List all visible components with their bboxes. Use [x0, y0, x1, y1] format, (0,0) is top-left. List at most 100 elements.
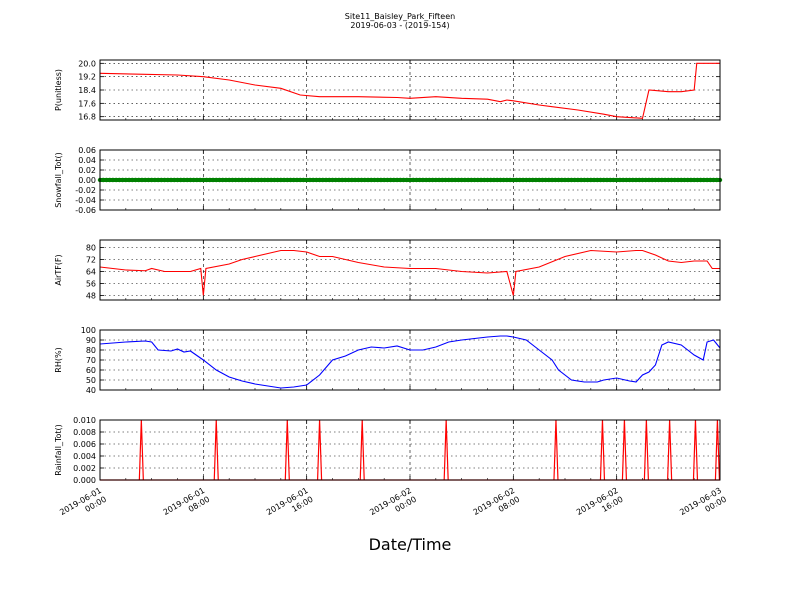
p-ytick-label: 16.8 — [78, 113, 96, 122]
snow-point — [536, 177, 542, 183]
rain-spike — [599, 419, 606, 481]
snow-point — [404, 177, 409, 183]
snow-point — [378, 177, 384, 183]
snow-point — [633, 177, 639, 183]
snow-point — [708, 177, 713, 183]
rh-ytick-label: 40 — [86, 386, 96, 395]
x-tick-label: 2019-06-0300:00 — [678, 486, 728, 526]
snow-point — [159, 177, 164, 183]
snow-ytick-label: -0.04 — [75, 196, 96, 205]
snow-ytick-label: 0.02 — [78, 166, 96, 175]
snow-point — [494, 177, 500, 183]
snow-point — [320, 177, 326, 183]
snow-point — [556, 177, 561, 183]
snow-point — [465, 177, 471, 183]
snow-point — [646, 177, 652, 183]
snow-point — [259, 177, 264, 183]
rh-ytick-label: 50 — [86, 376, 96, 385]
snow-point — [453, 177, 458, 183]
panels: 16.817.618.419.220.0P(unitless)-0.06-0.0… — [54, 59, 723, 485]
snow-point — [346, 177, 351, 183]
snow-point — [191, 177, 196, 183]
x-tick-label: 2019-06-0100:00 — [58, 486, 108, 526]
snow-point — [514, 177, 519, 183]
temp-ytick-label: 56 — [86, 280, 96, 289]
snow-point — [275, 177, 280, 183]
snow-point — [117, 177, 122, 183]
snow-point — [188, 177, 193, 183]
snow-point — [627, 177, 632, 183]
snow-point — [624, 177, 629, 183]
snow-point — [501, 177, 506, 183]
snow-point — [298, 177, 303, 183]
snow-ylabel: Snowfall_Tot() — [54, 152, 63, 208]
snow-point — [675, 177, 681, 183]
snow-point — [339, 177, 345, 183]
rh-ytick-label: 80 — [86, 346, 96, 355]
snow-point — [217, 177, 222, 183]
snow-point — [204, 177, 209, 183]
p-ytick-label: 19.2 — [78, 73, 96, 82]
x-tick-label: 2019-06-0208:00 — [472, 486, 522, 526]
snow-point — [310, 177, 316, 183]
snow-point — [262, 177, 267, 183]
snow-point — [620, 177, 626, 183]
snow-point — [566, 177, 571, 183]
snow-point — [162, 177, 167, 183]
rh-ylabel: RH(%) — [54, 347, 63, 372]
snow-point — [475, 177, 481, 183]
snow-point — [427, 177, 432, 183]
snow-point — [123, 177, 129, 183]
snow-point — [120, 177, 125, 183]
rain-ytick-label: 0.008 — [73, 428, 96, 437]
snow-point — [168, 177, 174, 183]
rain-ytick-label: 0.000 — [73, 476, 96, 485]
snow-point — [155, 177, 161, 183]
snow-point — [449, 177, 455, 183]
snow-point — [101, 177, 106, 183]
p-ytick-label: 17.6 — [78, 99, 96, 108]
rain-spike — [643, 419, 649, 481]
temp-frame — [99, 239, 721, 301]
rain-spike — [692, 419, 699, 481]
snow-point — [666, 177, 671, 183]
snow-point — [598, 177, 603, 183]
snow-point — [110, 177, 116, 183]
snow-point — [420, 177, 426, 183]
snow-point — [336, 177, 342, 183]
snow-point — [611, 177, 616, 183]
snow-point — [201, 177, 206, 183]
temp-ytick-label: 48 — [86, 292, 96, 301]
snow-point — [411, 177, 416, 183]
snow-point — [491, 177, 497, 183]
snow-point — [210, 177, 216, 183]
snow-point — [540, 177, 545, 183]
snow-point — [246, 177, 251, 183]
snow-point — [304, 177, 309, 183]
snow-point — [394, 177, 400, 183]
snow-point — [711, 177, 716, 183]
snow-point — [278, 177, 284, 183]
snow-point — [595, 177, 600, 183]
snow-point — [172, 177, 177, 183]
snow-point — [178, 177, 183, 183]
snow-point — [637, 177, 642, 183]
snow-point — [472, 177, 477, 183]
snow-point — [381, 177, 387, 183]
rh-series-line — [99, 335, 721, 389]
snow-point — [575, 177, 581, 183]
snow-point — [165, 177, 171, 183]
snow-point — [643, 177, 648, 183]
snow-point — [256, 177, 261, 183]
snow-point — [197, 177, 203, 183]
snow-point — [249, 177, 254, 183]
rain-spike — [714, 419, 721, 481]
snow-point — [285, 177, 290, 183]
snow-point — [252, 177, 258, 183]
temp-ytick-label: 64 — [86, 268, 96, 277]
rain-spike — [443, 419, 449, 481]
x-tick-label: 2019-06-0108:00 — [162, 486, 212, 526]
snow-point — [294, 177, 300, 183]
rh-ytick-label: 100 — [81, 326, 96, 335]
p-ytick-label: 20.0 — [78, 59, 96, 68]
